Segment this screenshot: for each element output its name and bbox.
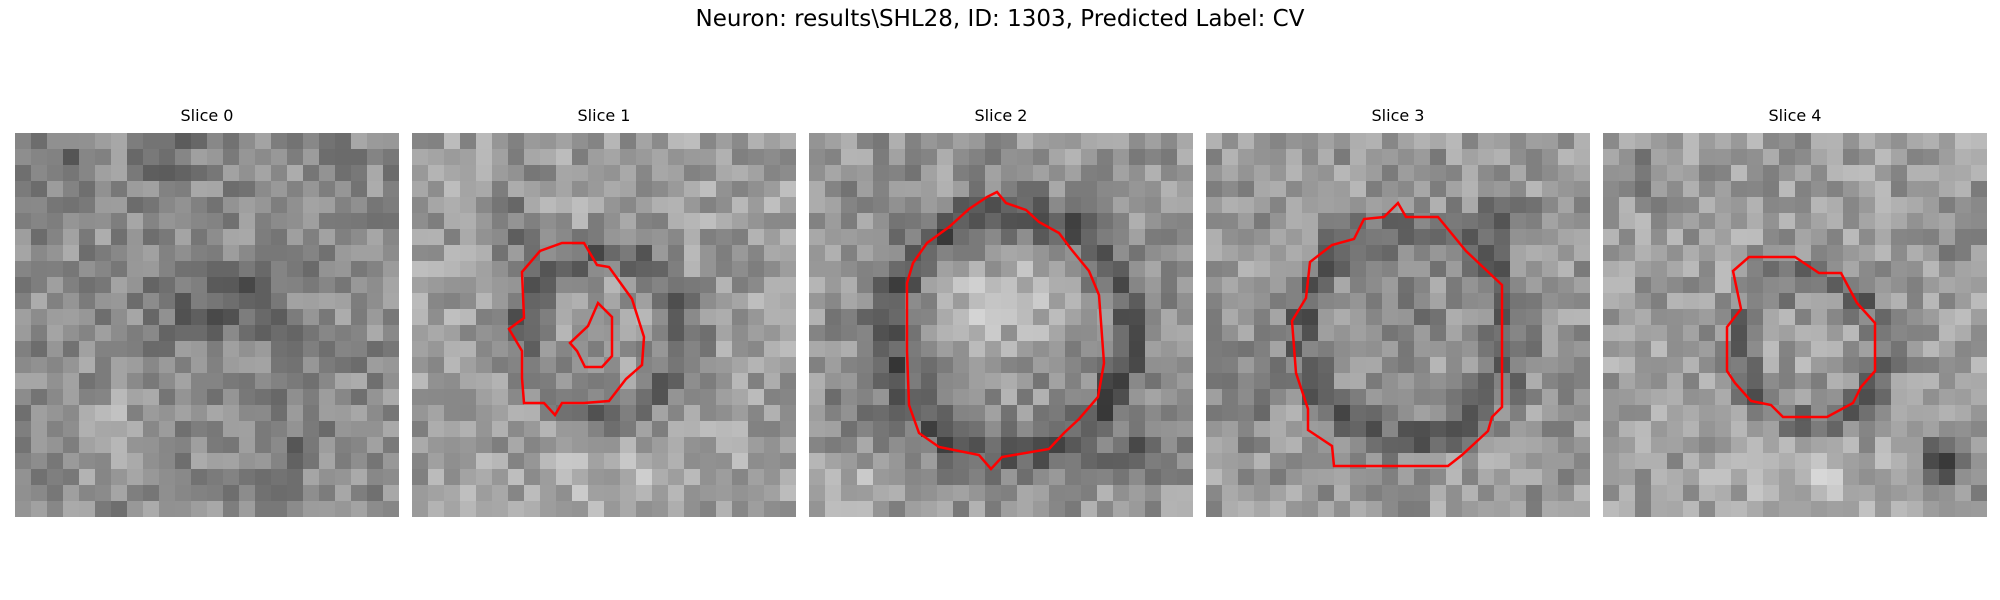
slice-image-1 [412,133,796,517]
roi-contour [1290,200,1504,468]
slice-image-4 [1603,133,1987,517]
slice-image-0 [15,133,399,517]
slice-title: Slice 3 [1371,106,1425,125]
roi-contour-outer [507,241,646,418]
roi-contour-inner [568,300,614,369]
slice-image-3 [1206,133,1590,517]
roi-contour [905,190,1106,471]
slice-title: Slice 2 [974,106,1028,125]
slice-title: Slice 1 [577,106,631,125]
slice-image-2 [809,133,1193,517]
figure-title: Neuron: results\SHL28, ID: 1303, Predict… [695,6,1305,32]
roi-contour [1725,255,1877,419]
slice-title: Slice 4 [1768,106,1822,125]
slice-title: Slice 0 [180,106,234,125]
